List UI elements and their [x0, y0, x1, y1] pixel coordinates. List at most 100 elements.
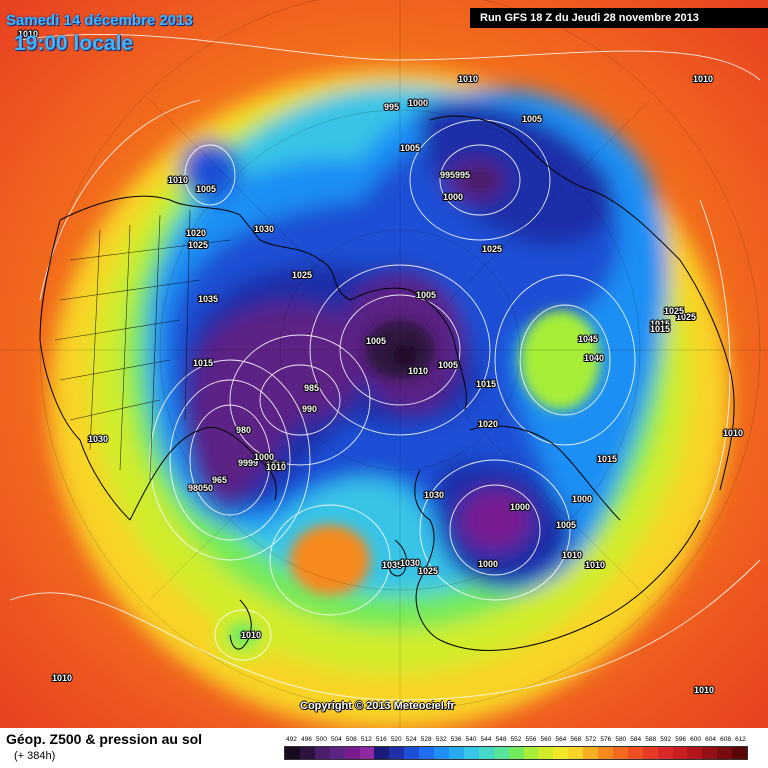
pressure-label: 1025 — [188, 240, 208, 250]
legend-swatch — [687, 747, 703, 759]
pressure-label: 1005 — [400, 143, 420, 153]
legend-label: 504 — [330, 736, 342, 743]
legend-label: 592 — [660, 736, 672, 743]
pressure-label: 1030 — [254, 224, 274, 234]
pressure-label: 1025 — [292, 270, 312, 280]
pressure-label: 1010 — [694, 685, 714, 695]
legend-labels: 492 496 500 504 508 512 516 520 524 528 532 536 540 5… — [284, 736, 748, 744]
pressure-label: 1035 — [198, 294, 218, 304]
pressure-label: 1015 — [650, 324, 670, 334]
pressure-label: 1030 — [424, 490, 444, 500]
legend-label: 580 — [615, 736, 627, 743]
legend-swatch — [478, 747, 494, 759]
legend-label: 596 — [675, 736, 687, 743]
pressure-label: 1010 — [266, 460, 286, 470]
legend-label: 536 — [450, 736, 462, 743]
legend-swatch — [419, 747, 435, 759]
pressure-label: 1015 — [193, 358, 213, 368]
pressure-label: 1010 — [723, 428, 743, 438]
legend-label: 584 — [630, 736, 642, 743]
legend-color-bar — [284, 746, 748, 760]
legend-swatch — [285, 747, 300, 759]
legend-swatch — [359, 747, 375, 759]
pressure-label: 1015 — [597, 454, 617, 464]
legend-swatch — [344, 747, 360, 759]
pressure-label: 1020 — [186, 228, 206, 238]
pressure-label: 1010 — [408, 366, 428, 376]
product-title: Géop. Z500 & pression au sol — [6, 731, 203, 747]
pressure-label: 995 — [384, 102, 399, 112]
pressure-label: 1025 — [482, 244, 502, 254]
pressure-label: 1030 — [400, 558, 420, 568]
legend-label: 544 — [480, 736, 492, 743]
pressure-label: 1010 — [168, 175, 188, 185]
legend-label: 568 — [570, 736, 582, 743]
legend-label: 516 — [375, 736, 387, 743]
forecast-lead-time: (+ 384h) — [14, 750, 56, 762]
legend-swatch — [374, 747, 390, 759]
pressure-label: 1000 — [408, 98, 428, 108]
pressure-label: 9999 — [238, 458, 258, 468]
pressure-label: 1010 — [52, 673, 72, 683]
pressure-label: 1005 — [522, 114, 542, 124]
legend-label: 588 — [645, 736, 657, 743]
legend-swatch — [553, 747, 569, 759]
legend-swatch — [583, 747, 599, 759]
legend-label: 608 — [720, 736, 731, 743]
legend-label: 552 — [510, 736, 522, 743]
geopotential-fields — [50, 70, 730, 728]
legend-swatch — [314, 747, 330, 759]
legend-label: 492 — [286, 736, 297, 743]
legend-label: 548 — [495, 736, 507, 743]
legend-swatch — [568, 747, 584, 759]
pressure-label: 1000 — [572, 494, 592, 504]
legend-swatch — [523, 747, 539, 759]
legend-swatch — [702, 747, 718, 759]
legend-swatch — [538, 747, 554, 759]
pressure-label: 1005 — [416, 290, 436, 300]
pressure-label: 1010 — [585, 560, 605, 570]
legend-label: 576 — [600, 736, 612, 743]
pressure-label: 1015 — [476, 379, 496, 389]
pressure-label: 1025 — [676, 312, 696, 322]
legend-label: 556 — [525, 736, 537, 743]
forecast-time: 19:00 locale — [14, 32, 134, 55]
pressure-label: 98050 — [188, 483, 213, 493]
legend-label: 600 — [690, 736, 702, 743]
pressure-label: 1035 — [382, 560, 402, 570]
legend-swatch — [642, 747, 658, 759]
pressure-label: 1010 — [458, 74, 478, 84]
pressure-label: 965 — [212, 475, 227, 485]
pressure-labels: 1010 1010 1010 1010 995 1000 1005 1005 9… — [17, 28, 744, 696]
legend-swatch — [299, 747, 315, 759]
pressure-label: 1010 — [241, 630, 261, 640]
pressure-label: 1005 — [556, 520, 576, 530]
legend-label: 564 — [555, 736, 567, 743]
legend-swatch — [598, 747, 613, 759]
legend-label: 500 — [315, 736, 327, 743]
pressure-label: 985 — [304, 383, 319, 393]
legend-label: 532 — [435, 736, 447, 743]
pressure-label: 1040 — [584, 353, 604, 363]
legend-swatch — [508, 747, 524, 759]
pressure-label: 1025 — [664, 306, 684, 316]
legend-swatch — [732, 747, 748, 759]
legend-label: 612 — [735, 736, 746, 743]
pressure-label: 995995 — [440, 170, 470, 180]
legend-swatch — [672, 747, 688, 759]
coastlines — [39, 115, 735, 651]
legend-label: 604 — [705, 736, 716, 743]
legend-label: 508 — [345, 736, 357, 743]
pressure-label: 1010 — [693, 74, 713, 84]
legend-swatch — [612, 747, 628, 759]
pressure-label: 1030 — [88, 434, 108, 444]
pressure-label: 1010 — [562, 550, 582, 560]
legend-label: 528 — [420, 736, 432, 743]
geopotential-map: 1010 1010 1010 1010 995 1000 1005 1005 9… — [0, 0, 768, 728]
pressure-label: 1005 — [366, 336, 386, 346]
legend-label: 524 — [405, 736, 417, 743]
legend-swatch — [463, 747, 479, 759]
pressure-label: 1020 — [478, 419, 498, 429]
legend-swatch — [389, 747, 405, 759]
